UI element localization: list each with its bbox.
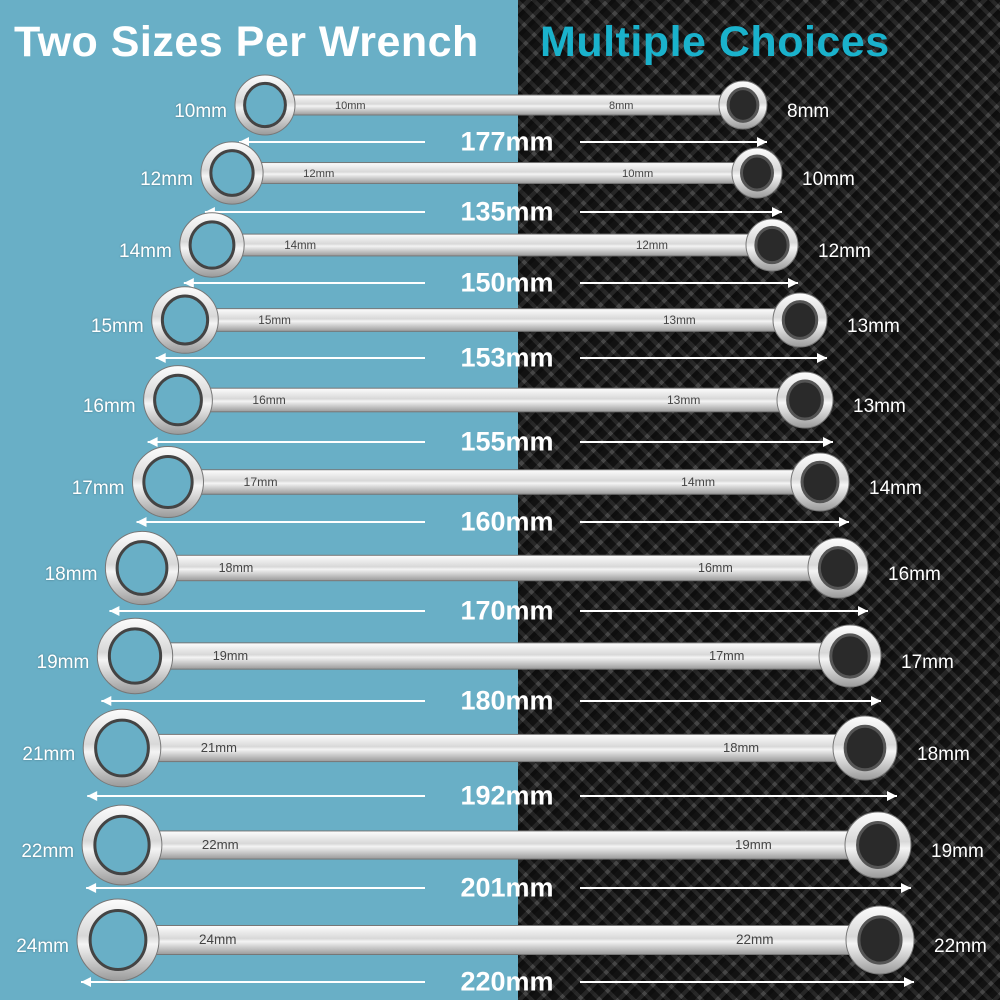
title-multiple-choices: Multiple Choices [540, 18, 890, 66]
box-end-right [781, 300, 819, 340]
wrench: 24mm 22mm [76, 898, 915, 982]
box-end-right [817, 546, 859, 590]
left-size-label: 10mm [174, 101, 227, 122]
right-size-label: 19mm [931, 841, 984, 862]
left-size-label: 21mm [22, 744, 76, 765]
box-end-right [843, 724, 887, 772]
left-size-label: 17mm [71, 478, 125, 499]
engraved-size-left: 22mm [202, 837, 239, 852]
left-size-label: 18mm [44, 564, 98, 585]
length-label: 201mm [460, 872, 554, 903]
box-end-right [800, 460, 840, 504]
box-end-left [115, 540, 169, 596]
wrench: 17mm 14mm [132, 446, 850, 518]
length-label: 220mm [460, 966, 554, 997]
box-end-left [94, 718, 150, 778]
right-size-label: 10mm [802, 169, 855, 190]
box-end-left [188, 220, 236, 270]
length-label: 135mm [460, 196, 554, 227]
length-label: 153mm [460, 342, 554, 373]
box-end-left [93, 814, 151, 876]
right-size-label: 16mm [888, 564, 941, 585]
length-label: 192mm [460, 780, 554, 811]
title-two-sizes: Two Sizes Per Wrench [14, 18, 479, 66]
engraved-size-right: 18mm [723, 740, 759, 755]
right-size-label: 17mm [901, 652, 954, 673]
engraved-size-left: 24mm [199, 932, 237, 947]
right-size-label: 18mm [917, 744, 970, 765]
engraved-size-left: 10mm [335, 100, 366, 112]
wrench: 16mm 13mm [143, 365, 834, 435]
left-size-label: 15mm [90, 316, 144, 337]
wrench: 19mm 17mm [96, 617, 882, 695]
length-label: 170mm [460, 595, 554, 626]
engraved-size-left: 18mm [219, 561, 254, 575]
length-label: 150mm [460, 267, 554, 298]
box-end-right [829, 633, 871, 679]
right-size-label: 12mm [818, 241, 871, 262]
wrench: 10mm 8mm [234, 74, 768, 136]
left-size-label: 14mm [119, 241, 172, 262]
engraved-size-right: 19mm [735, 837, 772, 852]
wrench: 15mm 13mm [151, 286, 828, 354]
box-end-left [88, 908, 148, 972]
engraved-size-left: 19mm [213, 648, 248, 663]
box-end-right [786, 379, 824, 421]
left-size-label: 19mm [36, 652, 90, 673]
engraved-size-right: 17mm [709, 648, 744, 663]
box-end-right [740, 154, 774, 192]
engraved-size-left: 12mm [303, 168, 334, 180]
engraved-size-right: 13mm [663, 314, 696, 327]
engraved-size-right: 14mm [681, 475, 715, 489]
length-label: 177mm [460, 126, 554, 157]
left-size-label: 24mm [16, 936, 69, 957]
left-size-label: 12mm [140, 169, 193, 190]
engraved-size-right: 8mm [609, 100, 633, 112]
wrench: 18mm 16mm [104, 530, 869, 606]
engraved-size-left: 17mm [244, 475, 278, 489]
length-label: 180mm [460, 685, 554, 716]
box-end-right [856, 821, 900, 869]
engraved-size-left: 15mm [258, 314, 291, 327]
right-size-label: 14mm [869, 478, 922, 499]
engraved-size-right: 22mm [736, 932, 774, 947]
right-size-label: 8mm [787, 101, 830, 122]
wrench: 22mm 19mm [81, 804, 912, 886]
box-end-left [160, 294, 210, 346]
wrench: 21mm 18mm [82, 708, 898, 788]
engraved-size-right: 10mm [622, 168, 653, 180]
engraved-size-right: 13mm [667, 393, 700, 407]
engraved-size-right: 16mm [698, 561, 733, 575]
engraved-size-left: 14mm [284, 240, 316, 252]
box-end-right [726, 87, 760, 123]
box-end-left [243, 81, 287, 129]
box-end-left [153, 373, 203, 427]
wrench: 12mm 10mm [200, 141, 783, 205]
wrench: 14mm 12mm [179, 212, 799, 278]
right-size-label: 13mm [847, 316, 900, 337]
box-end-left [142, 454, 194, 510]
box-end-left [107, 627, 163, 685]
box-end-right [754, 225, 790, 265]
box-end-right [857, 915, 903, 965]
engraved-size-right: 12mm [636, 240, 668, 252]
right-size-label: 22mm [934, 936, 987, 957]
engraved-size-left: 21mm [201, 740, 237, 755]
right-size-label: 13mm [853, 396, 906, 417]
engraved-size-left: 16mm [252, 393, 285, 407]
length-label: 160mm [460, 506, 554, 537]
left-size-label: 22mm [21, 841, 75, 862]
box-end-left [209, 149, 255, 197]
length-label: 155mm [460, 426, 554, 457]
left-size-label: 16mm [82, 396, 136, 417]
